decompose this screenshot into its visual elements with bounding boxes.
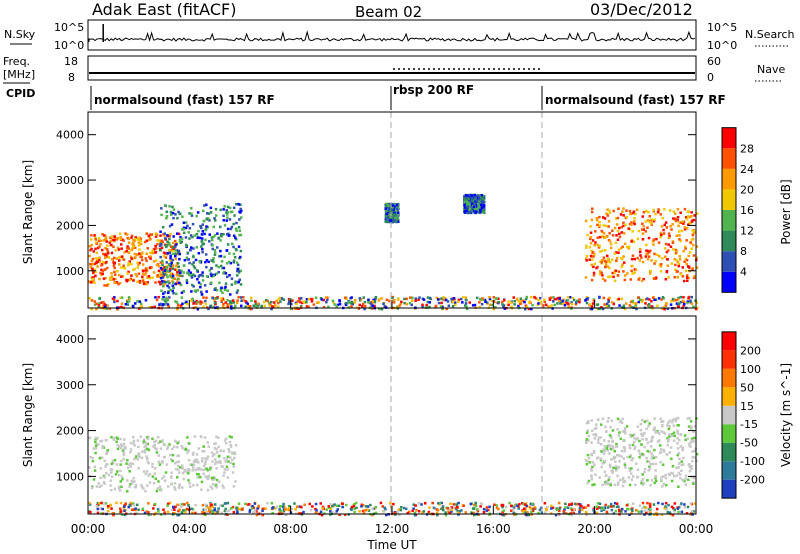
echo-region-1	[88, 232, 182, 287]
cpid-panel: CPID normalsound (fast) 157 RF rbsp 200 …	[6, 83, 726, 110]
range-tick-label-2: 2000	[56, 425, 84, 438]
velocity-yticks: 1000 2000 3000 4000	[56, 333, 696, 483]
echo-region-3	[584, 207, 699, 283]
cpid-label: CPID	[6, 87, 35, 100]
colorbar-swatch-5	[722, 405, 736, 425]
velocity-ylabel: Slant Range [km]	[21, 363, 35, 467]
noise-right-tick-top: 10^5	[707, 21, 737, 34]
noise-left-label: N.Sky	[4, 28, 36, 41]
freq-left-tick-bottom: 8	[68, 71, 75, 84]
nave-label: Nave	[757, 63, 785, 76]
colorbar-tick-4: 16	[740, 204, 754, 217]
echo-region-3	[88, 501, 697, 517]
beam-title: Beam 02	[355, 3, 422, 21]
colorbar-tick-8: -200	[740, 474, 765, 487]
colorbar-tick-1: 200	[740, 344, 761, 357]
colorbar-tick-3: 12	[740, 225, 754, 238]
cpid-segment-3: normalsound (fast) 157 RF	[545, 93, 726, 107]
colorbar-tick-7: -100	[740, 455, 765, 468]
colorbar-swatch-5	[722, 189, 736, 210]
colorbar-swatch-8	[722, 350, 736, 369]
echo-region-1	[88, 435, 238, 493]
noise-left-tick-bottom: 10^0	[54, 39, 84, 52]
echo-region-2	[584, 416, 699, 488]
range-tick-label-4: 4000	[56, 129, 84, 142]
power-yticks: 1000 2000 3000 4000	[56, 129, 696, 278]
echo-region-4	[384, 202, 400, 224]
colorbar-tick-1: 4	[740, 266, 747, 279]
noise-panel: N.Sky 10^5 10^0 10^5 10^0 N.Search	[4, 19, 795, 52]
colorbar-swatch-8	[722, 127, 736, 149]
colorbar-swatch-4	[722, 210, 736, 231]
power-colorbar-label: Power [dB]	[779, 179, 793, 244]
power-colorbar: 4 8 12 16 20 24 28	[721, 127, 754, 293]
velocity-echoes	[88, 416, 699, 517]
freq-right-tick-top: 60	[707, 55, 721, 68]
cpid-segment-2: rbsp 200 RF	[393, 83, 474, 97]
time-tick-label-2: 04:00	[172, 522, 207, 536]
echo-region-2	[158, 202, 243, 296]
range-tick-label-1: 1000	[56, 265, 84, 278]
time-axis: 00:00 04:00 08:00 12:00 16:00 20:00 00:00	[71, 300, 714, 536]
colorbar-tick-7: 28	[740, 142, 754, 155]
power-panel: 1000 2000 3000 4000 Slant Range [km] 4 8 12 16…	[21, 111, 793, 311]
colorbar-tick-3: 50	[740, 381, 754, 394]
colorbar-tick-2: 8	[740, 245, 747, 258]
range-tick-label-3: 3000	[56, 174, 84, 187]
velocity-colorbar: 200 100 50 15 -15 -50 -100 -200	[721, 331, 765, 499]
colorbar-swatch-2	[722, 461, 736, 480]
freq-label-line1: Freq.	[3, 55, 30, 68]
freq-label-line2: [MHz]	[3, 68, 35, 81]
frequency-panel: Freq. [MHz] 18 8 60 0 Nave	[3, 55, 785, 84]
power-echoes	[88, 193, 699, 311]
station-title: Adak East (fitACF)	[92, 0, 236, 19]
colorbar-tick-2: 100	[740, 363, 761, 376]
date-title: 03/Dec/2012	[590, 0, 693, 19]
time-tick-label-3: 08:00	[273, 522, 308, 536]
colorbar-swatch-3	[722, 230, 736, 252]
time-tick-label-6: 20:00	[577, 522, 612, 536]
noise-sky-line	[88, 30, 696, 42]
time-axis-label: Time UT	[366, 538, 417, 552]
colorbar-tick-4: 15	[740, 400, 754, 413]
noise-trace	[88, 24, 696, 42]
range-tick-label-4: 4000	[56, 333, 84, 346]
colorbar-swatch-1	[722, 271, 736, 293]
noise-right-tick-bottom: 10^0	[707, 39, 737, 52]
range-tick-label-3: 3000	[56, 379, 84, 392]
cpid-segment-1: normalsound (fast) 157 RF	[94, 93, 275, 107]
colorbar-swatch-2	[722, 251, 736, 272]
time-tick-label-5: 16:00	[476, 522, 511, 536]
colorbar-swatch-1	[722, 479, 736, 499]
time-tick-label-1: 00:00	[71, 522, 106, 536]
echo-region-5	[463, 193, 486, 215]
colorbar-swatch-3	[722, 442, 736, 462]
colorbar-tick-6: -50	[740, 437, 758, 450]
velocity-panel: 1000 2000 3000 4000 Slant Range [km] 200 100…	[21, 315, 793, 517]
power-ylabel: Slant Range [km]	[21, 160, 35, 264]
colorbar-swatch-6	[722, 387, 736, 406]
colorbar-swatch-4	[722, 424, 736, 443]
colorbar-swatch-7	[722, 148, 736, 169]
freq-right-tick-bottom: 0	[707, 71, 714, 84]
time-tick-label-4: 12:00	[375, 522, 410, 536]
freq-left-tick-top: 18	[64, 55, 78, 68]
colorbar-swatch-6	[722, 168, 736, 190]
time-tick-label-7: 00:00	[679, 522, 714, 536]
colorbar-tick-5: 20	[740, 183, 754, 196]
noise-right-label: N.Search	[745, 28, 795, 41]
range-tick-label-2: 2000	[56, 219, 84, 232]
colorbar-tick-5: -15	[740, 418, 758, 431]
colorbar-tick-6: 24	[740, 163, 754, 176]
velocity-colorbar-label: Velocity [m s^-1]	[779, 363, 793, 467]
noise-left-tick-top: 10^5	[54, 21, 84, 34]
colorbar-swatch-7	[722, 368, 736, 388]
range-tick-label-1: 1000	[56, 470, 84, 483]
colorbar-swatch-9	[722, 331, 736, 351]
